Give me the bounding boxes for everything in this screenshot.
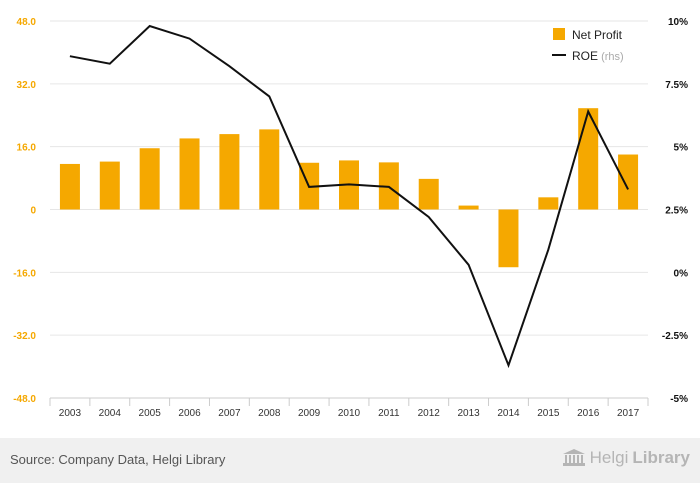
net-profit-bar-2006 [179,138,200,210]
x-tick-label: 2007 [218,408,241,419]
legend-label-roe-suffix: (rhs) [598,51,624,63]
net-profit-bar-2014 [498,209,519,268]
x-tick-label: 2017 [617,408,640,419]
net-profit-bar-2005 [139,148,160,210]
net-profit-bar-2015 [538,197,559,210]
net-profit-bar-2016 [578,108,599,210]
net-profit-bar-2007 [219,134,240,210]
right-tick-label: 5% [674,143,689,154]
roe-line-group [69,24,629,369]
net-profit-bar-2003 [59,163,80,210]
chart: 48.0 32.0 16.0 0 -16.0 -32.0 -48.0 10% 7.5% 5% 2.… [13,17,688,419]
left-tick-label: -48.0 [13,394,36,405]
x-tick-label: 2015 [537,408,560,419]
right-tick-label: 7.5% [665,80,688,91]
left-axis: 48.0 32.0 16.0 0 -16.0 -32.0 -48.0 [13,17,36,405]
net-profit-bar-2017 [618,154,639,210]
roe-line [69,24,629,369]
left-tick-label: 48.0 [17,17,37,28]
right-axis: 10% 7.5% 5% 2.5% 0% -2.5% -5% [662,17,688,405]
left-tick-label: 32.0 [17,80,37,91]
legend-swatch-net-profit [553,28,565,40]
right-tick-label: 2.5% [665,206,688,217]
x-tick-label: 2011 [378,408,400,419]
right-tick-label: -2.5% [662,331,688,342]
footer: Source: Company Data, Helgi Library Helg… [0,438,700,483]
legend-label-net-profit: Net Profit [572,28,623,42]
left-tick-label: 0 [30,206,36,217]
x-axis: 2003 2004 2005 2006 2007 2008 2009 2010 2011 2012… [59,408,640,419]
net-profit-bar-2012 [418,178,439,210]
x-tick-label: 2013 [457,408,480,419]
left-tick-label: -32.0 [13,331,36,342]
right-tick-label: 10% [668,17,688,28]
net-profit-bar-2008 [259,129,280,210]
source-text: Source: Company Data, Helgi Library [10,452,226,467]
x-tick-label: 2016 [577,408,600,419]
x-tick-label: 2009 [298,408,321,419]
x-tick-label: 2006 [178,408,201,419]
net-profit-bar-2004 [99,161,120,210]
left-tick-label: 16.0 [17,143,37,154]
logo-text-library: Library [632,448,690,467]
x-tick-label: 2012 [418,408,441,419]
logo-text-helgi: Helgi [589,448,629,467]
x-tick-label: 2008 [258,408,281,419]
helgi-library-logo: Helgi Library [562,448,690,468]
x-tick-label: 2003 [59,408,82,419]
left-tick-label: -16.0 [13,268,36,279]
net-profit-bars [59,108,639,268]
legend-label-roe: ROE (rhs) [572,49,624,63]
right-tick-label: 0% [674,268,689,279]
net-profit-bar-2013 [458,205,479,210]
library-building-icon [562,449,585,466]
x-tick-label: 2005 [139,408,162,419]
x-tick-label: 2010 [338,408,361,419]
x-tick-label: 2004 [99,408,122,419]
x-tick-label: 2014 [497,408,520,419]
right-tick-label: -5% [670,394,688,405]
legend: Net Profit ROE (rhs) [552,28,624,63]
